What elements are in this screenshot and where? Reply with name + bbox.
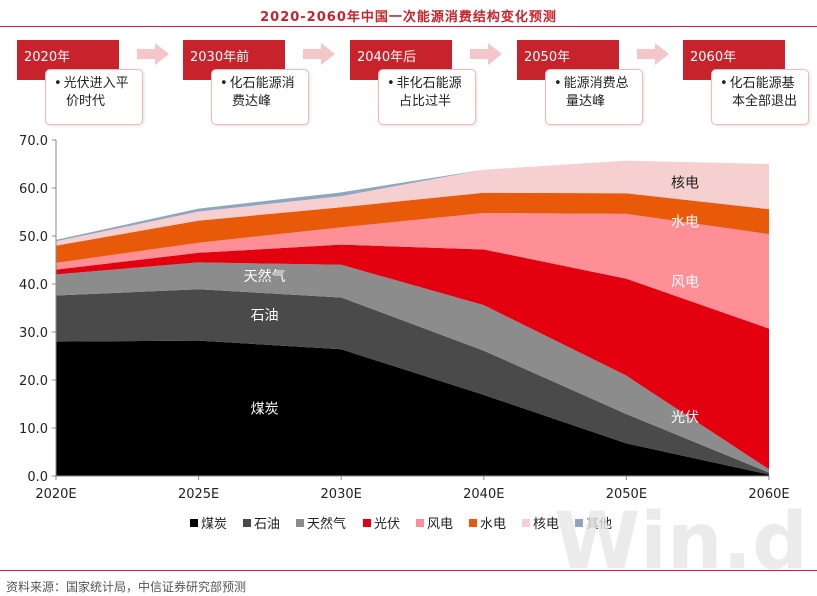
stage-text-line1: 化石能源基 xyxy=(729,76,795,91)
bullet: • xyxy=(554,76,562,91)
legend-label: 天然气 xyxy=(307,516,346,532)
legend-swatch xyxy=(575,519,583,527)
arrow-right-icon xyxy=(470,43,502,65)
chart-areas xyxy=(56,160,769,476)
legend-label: 核电 xyxy=(533,517,559,532)
legend-swatch xyxy=(296,519,304,527)
legend-item-其他: 其他 xyxy=(575,517,612,532)
x-tick-label: 2040E xyxy=(463,487,504,502)
stage-text: • 能源消费总 量达峰 xyxy=(545,69,643,125)
area-水电 xyxy=(56,192,769,263)
arrow-right-icon xyxy=(637,43,669,65)
area-石油 xyxy=(56,289,769,475)
stage-text-line1: 化石能源消 xyxy=(229,76,295,91)
footer-rule xyxy=(0,570,817,571)
legend-label: 煤炭 xyxy=(201,517,227,532)
area-label-风电: 风电 xyxy=(671,274,699,290)
legend-label: 光伏 xyxy=(374,517,400,532)
bullet: • xyxy=(220,76,228,91)
area-label-水电: 水电 xyxy=(671,215,699,231)
stage-text-line2: 占比过半 xyxy=(399,94,452,109)
stage-text: • 非化石能源 占比过半 xyxy=(378,69,476,125)
chart-title: 2020-2060年中国一次能源消费结构变化预测 xyxy=(260,10,557,25)
stage-text-line1: 能源消费总 xyxy=(563,76,629,91)
bullet: • xyxy=(720,76,728,91)
bullet: • xyxy=(387,76,395,91)
area-煤炭 xyxy=(56,340,769,476)
x-tick-label: 2030E xyxy=(321,487,362,502)
legend-swatch xyxy=(190,519,198,527)
area-label-光伏: 光伏 xyxy=(671,410,699,426)
legend-item-煤炭: 煤炭 xyxy=(190,517,227,532)
legend-item-风电: 风电 xyxy=(416,517,453,532)
y-tick-label: 70.0 xyxy=(19,134,48,149)
legend-label: 风电 xyxy=(427,517,453,532)
legend-item-水电: 水电 xyxy=(469,517,506,532)
area-label-石油: 石油 xyxy=(251,308,279,324)
legend-label: 其他 xyxy=(586,517,612,532)
legend-swatch xyxy=(363,519,371,527)
stage-text-line2: 量达峰 xyxy=(566,94,606,109)
stage-text-line1: 光伏进入平 xyxy=(63,76,129,91)
stage-2030: 2030年前 • 化石能源消 费达峰 xyxy=(183,40,323,130)
stacked-area-chart: 0.0 10.0 20.0 30.0 40.0 50.0 60.0 70.0 2020E 2025… xyxy=(19,134,808,570)
bullet: • xyxy=(54,76,62,91)
legend-label: 石油 xyxy=(254,517,280,532)
stage-text: • 化石能源消 费达峰 xyxy=(211,69,309,125)
chart-legend: 煤炭 石油 天然气 光伏 风电 水电 核电 其他 xyxy=(190,516,612,532)
x-tick-label: 2060E xyxy=(748,487,789,502)
chart-axes: 0.0 10.0 20.0 30.0 40.0 50.0 60.0 70.0 2020E 2025… xyxy=(19,134,790,502)
legend-label: 水电 xyxy=(480,517,506,532)
y-tick-label: 30.0 xyxy=(19,326,48,341)
area-风电 xyxy=(56,212,769,329)
y-tick-label: 50.0 xyxy=(19,230,48,245)
x-tick-label: 2020E xyxy=(35,487,76,502)
area-核电 xyxy=(56,160,769,246)
stage-text-line2: 本全部退出 xyxy=(732,94,798,109)
stage-2050: 2050年 • 能源消费总 量达峰 xyxy=(517,40,657,130)
title-rule xyxy=(0,26,817,27)
legend-swatch xyxy=(522,519,530,527)
x-tick-label: 2025E xyxy=(178,487,219,502)
legend-item-光伏: 光伏 xyxy=(363,517,400,532)
stage-text-line2: 价时代 xyxy=(66,94,106,109)
y-tick-label: 20.0 xyxy=(19,374,48,389)
stage-text: • 化石能源基 本全部退出 xyxy=(711,69,809,125)
y-tick-label: 60.0 xyxy=(19,182,48,197)
y-tick-label: 0.0 xyxy=(27,470,48,485)
legend-item-石油: 石油 xyxy=(243,517,280,532)
y-tick-label: 10.0 xyxy=(19,422,48,437)
x-tick-label: 2050E xyxy=(606,487,647,502)
stage-text-line2: 费达峰 xyxy=(232,94,272,109)
stage-2020: 2020年 • 光伏进入平 价时代 xyxy=(17,40,157,130)
stage-text: • 光伏进入平 价时代 xyxy=(45,69,143,125)
legend-swatch xyxy=(416,519,424,527)
legend-swatch xyxy=(243,519,251,527)
area-光伏 xyxy=(56,244,769,470)
stage-2060: 2060年 • 化石能源基 本全部退出 xyxy=(683,40,817,130)
area-label-天然气: 天然气 xyxy=(244,268,286,285)
arrow-right-icon xyxy=(303,43,335,65)
stage-2040: 2040年后 • 非化石能源 占比过半 xyxy=(350,40,490,130)
watermark: Win.d xyxy=(554,497,808,570)
legend-item-核电: 核电 xyxy=(522,517,559,532)
stage-text-line1: 非化石能源 xyxy=(396,76,462,91)
legend-swatch xyxy=(469,519,477,527)
source-note: 资料来源：国家统计局，中信证券研究部预测 xyxy=(6,580,247,594)
y-tick-label: 40.0 xyxy=(19,278,48,293)
area-label-核电: 核电 xyxy=(671,176,699,192)
arrow-right-icon xyxy=(137,43,169,65)
legend-item-天然气: 天然气 xyxy=(296,516,346,532)
area-天然气 xyxy=(56,262,769,473)
area-label-煤炭: 煤炭 xyxy=(251,401,279,417)
